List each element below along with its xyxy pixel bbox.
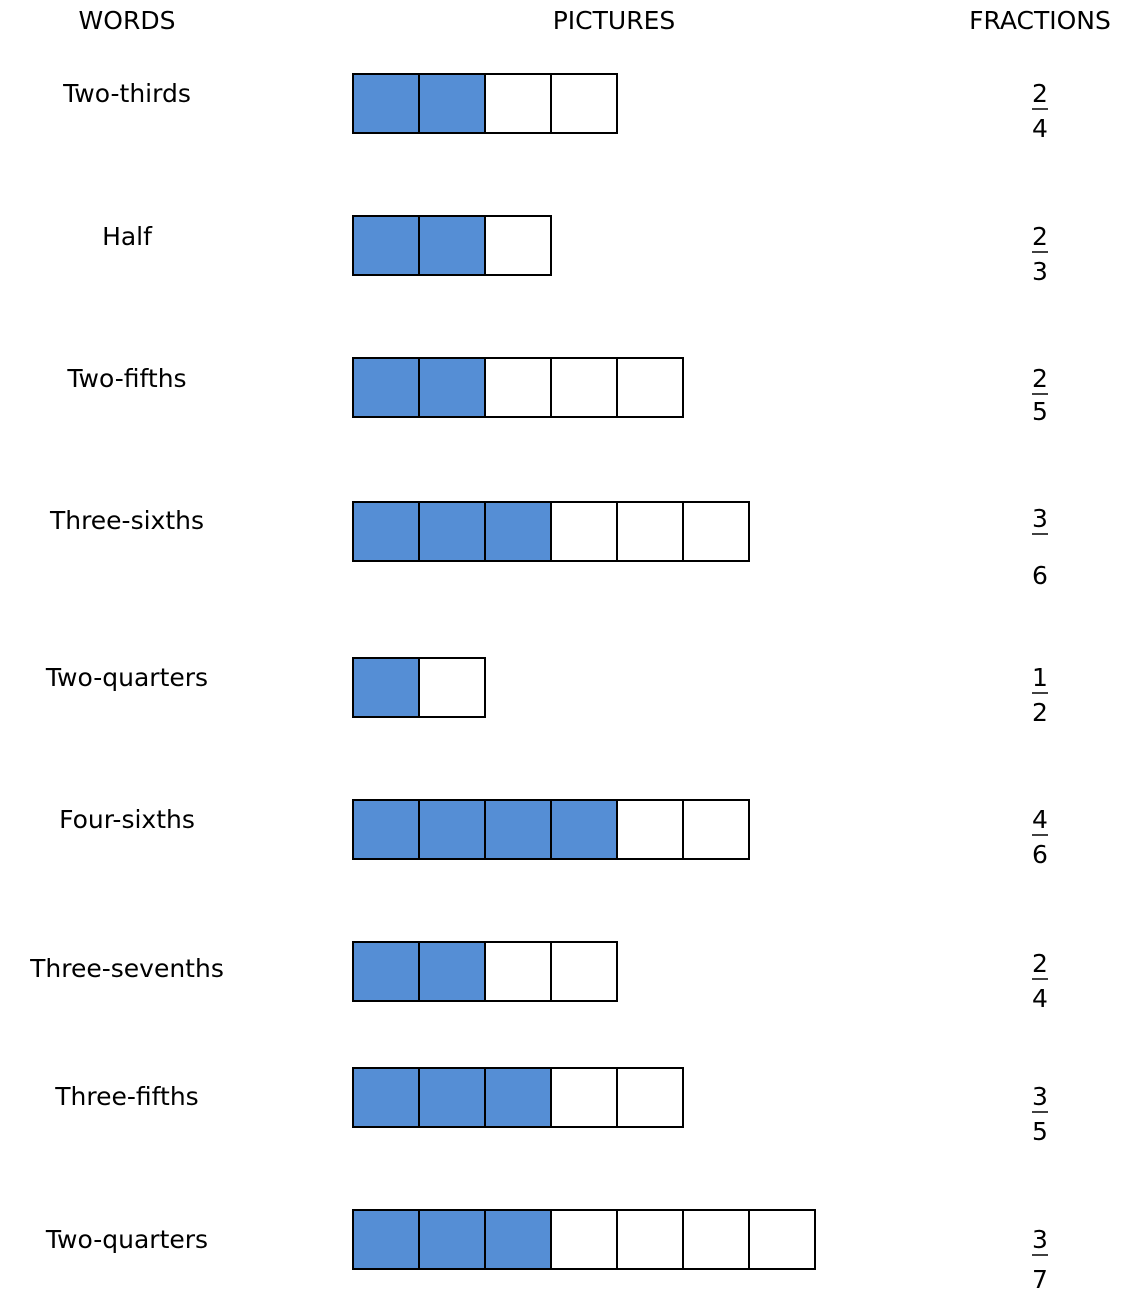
denominator: 4 [1032, 114, 1048, 143]
shaded-cell [418, 215, 486, 276]
shaded-cell [352, 1209, 420, 1270]
shaded-cell [352, 657, 420, 718]
header-fractions: FRACTIONS [969, 6, 1111, 35]
shaded-cell [352, 799, 420, 860]
empty-cell [616, 799, 684, 860]
denominator: 7 [1032, 1265, 1048, 1294]
empty-cell [550, 73, 618, 134]
word: Half [102, 222, 153, 251]
word: Two-thirds [62, 79, 191, 108]
word: Four-sixths [59, 805, 195, 834]
empty-cell [550, 357, 618, 418]
denominator: 6 [1032, 840, 1048, 869]
word: Two-quarters [45, 1225, 208, 1254]
denominator: 5 [1032, 1117, 1048, 1146]
numerator: 3 [1032, 1082, 1048, 1111]
numerator: 3 [1032, 1225, 1048, 1254]
header-words: WORDS [79, 6, 176, 35]
shaded-cell [550, 799, 618, 860]
empty-cell [682, 1209, 750, 1270]
empty-cell [682, 501, 750, 562]
shaded-cell [418, 73, 486, 134]
numerator: 2 [1032, 79, 1048, 108]
empty-cell [484, 215, 552, 276]
shaded-cell [484, 1209, 552, 1270]
shaded-cell [352, 1067, 420, 1128]
empty-cell [550, 1067, 618, 1128]
empty-cell [418, 657, 486, 718]
empty-cell [748, 1209, 816, 1270]
shaded-cell [352, 357, 420, 418]
shaded-cell [418, 1209, 486, 1270]
shaded-cell [352, 501, 420, 562]
shaded-cell [484, 799, 552, 860]
empty-cell [616, 1067, 684, 1128]
empty-cell [484, 941, 552, 1002]
denominator: 5 [1032, 397, 1048, 426]
numerator: 2 [1032, 222, 1048, 251]
denominator: 4 [1032, 984, 1048, 1013]
shaded-cell [418, 941, 486, 1002]
shaded-cell [484, 1067, 552, 1128]
empty-cell [484, 357, 552, 418]
word: Three-sixths [49, 506, 204, 535]
empty-cell [484, 73, 552, 134]
empty-cell [550, 941, 618, 1002]
word: Three-fifths [54, 1082, 198, 1111]
word: Two-quarters [45, 663, 208, 692]
header-pictures: PICTURES [553, 6, 676, 35]
shaded-cell [418, 357, 486, 418]
empty-cell [550, 501, 618, 562]
denominator: 2 [1032, 698, 1048, 727]
shaded-cell [418, 501, 486, 562]
empty-cell [616, 501, 684, 562]
numerator: 2 [1032, 949, 1048, 978]
shaded-cell [352, 73, 420, 134]
empty-cell [616, 357, 684, 418]
shaded-cell [484, 501, 552, 562]
denominator: 6 [1032, 561, 1048, 590]
numerator: 3 [1032, 504, 1048, 533]
shaded-cell [418, 799, 486, 860]
empty-cell [550, 1209, 618, 1270]
shaded-cell [418, 1067, 486, 1128]
numerator: 4 [1032, 805, 1048, 834]
numerator: 1 [1032, 663, 1048, 692]
shaded-cell [352, 215, 420, 276]
word: Two-fifths [66, 364, 186, 393]
empty-cell [616, 1209, 684, 1270]
empty-cell [682, 799, 750, 860]
denominator: 3 [1032, 257, 1048, 286]
shaded-cell [352, 941, 420, 1002]
numerator: 2 [1032, 364, 1048, 393]
word: Three-sevenths [29, 954, 224, 983]
